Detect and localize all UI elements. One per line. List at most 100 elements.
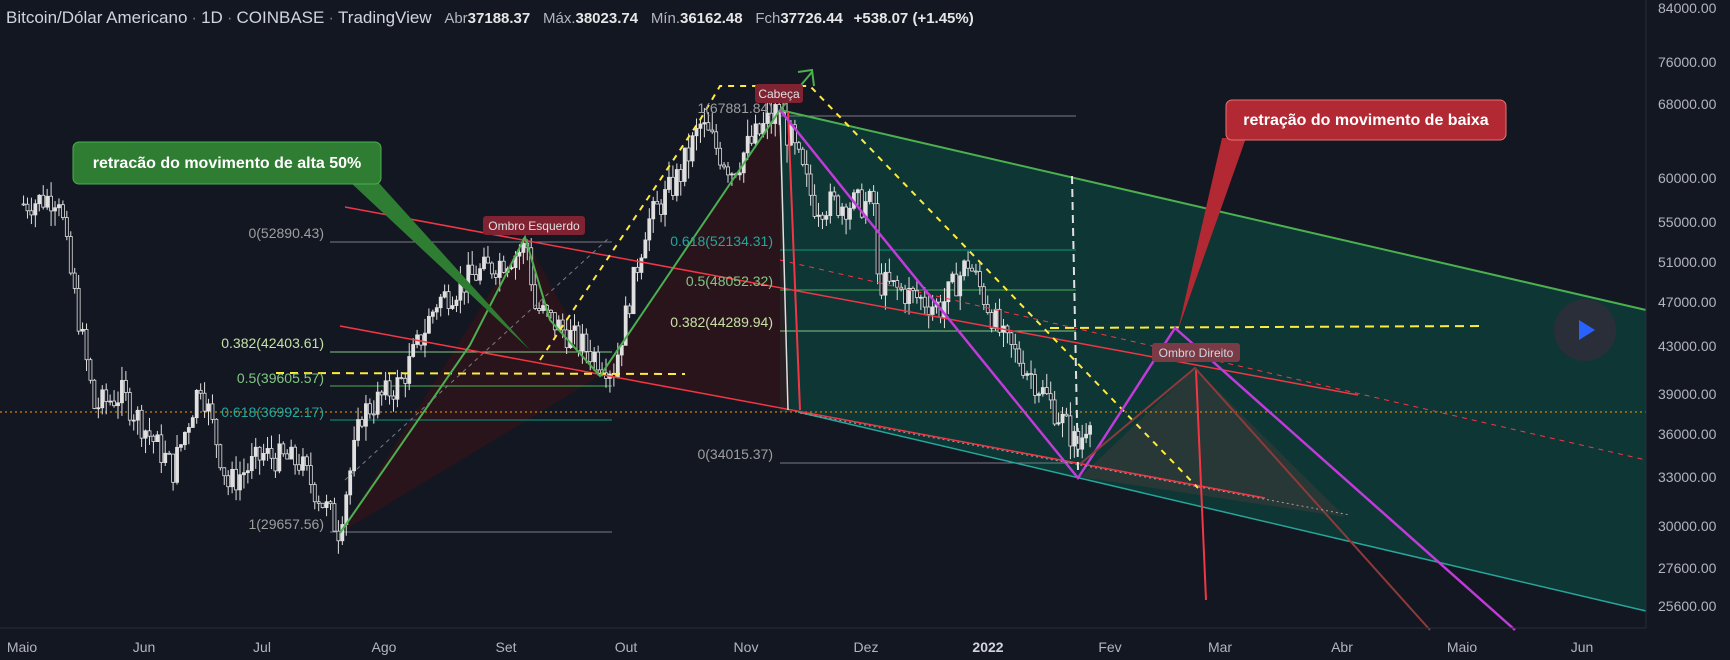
candle [726,162,730,183]
interval-label[interactable]: 1D [201,8,223,27]
candle-body [344,494,349,525]
candle-body [442,291,447,298]
candle [450,296,455,310]
green-arrowhead [797,68,815,87]
candle [844,203,848,235]
candle-body [966,260,970,269]
candle [954,262,959,297]
right-shoulder-tag: Ombro Direito [1159,346,1234,360]
candle-body [336,530,341,542]
candle-body [663,189,667,215]
candle [33,199,38,228]
candle-body [501,260,506,273]
red-trend-upper [344,206,1359,396]
candle-body [257,446,262,461]
symbol-name[interactable]: Bitcoin/Dólar Americano [6,8,188,27]
fib-left-0-label: 0(52890.43) [248,225,324,241]
candle [592,347,597,372]
candle [718,141,723,170]
candle [92,378,97,410]
candle [328,500,333,510]
candle [222,467,227,486]
time-tick-label: Mar [1208,639,1232,655]
price-tick-label: 27600.00 [1658,560,1717,576]
candle-body [584,333,589,352]
candle-body [450,305,455,309]
candle [757,122,762,137]
candle-body [580,333,585,352]
candle-body [686,147,691,162]
red-callout-box[interactable] [1225,99,1507,141]
candle [970,264,974,272]
candle [293,444,297,475]
price-axis[interactable]: 84000.00 76000.00 68000.00 60000.00 55000.00… [1645,0,1730,660]
candle-body [72,272,77,289]
candle [765,101,770,140]
candle [486,245,490,264]
candle-body [828,191,833,217]
green-callout-box[interactable] [72,141,382,185]
candle [926,295,931,329]
candle-body [808,173,813,196]
candle [875,191,880,285]
candle-body [521,243,526,253]
candle-body [371,413,376,416]
candle-body [592,351,597,363]
candle-body [812,194,817,217]
candle-body [131,419,136,422]
fibonacci-lines [0,115,1646,533]
candle-body [116,402,120,407]
fib-left-05-label: 0.5(39605.57) [237,370,324,386]
price-axis-background [1646,0,1730,660]
candle [139,404,144,447]
candle-body [120,379,124,404]
candle-body [958,275,963,297]
candle [41,185,46,210]
candle [533,272,538,311]
price-tick-label: 47000.00 [1658,294,1717,310]
candle-body [482,256,486,270]
candle-body [175,446,179,483]
candle [836,194,841,219]
time-axis[interactable]: Maio Jun Jul Ago Set Out Nov Dez 2022 Fev Mar Abr Ma… [0,627,1646,655]
candle-body [1072,431,1077,447]
candle-body [332,503,337,532]
candle-body [1056,422,1061,425]
red-trend-lower [339,325,1266,499]
time-tick-label: Jul [253,639,271,655]
candle [281,441,286,457]
candle [371,400,376,424]
candle-body [674,169,679,196]
candle-body [454,299,459,306]
fib-right-0-label: 0(34015.37) [697,446,773,462]
candle-body [297,464,301,471]
candle-body [320,502,325,508]
price-tick-label: 68000.00 [1658,96,1717,112]
candle-body [356,419,360,441]
red-callout-pointer [1178,138,1246,330]
candle-body [855,189,860,194]
candle [647,208,652,252]
candle-body [1088,425,1092,435]
candle-body [1080,437,1085,450]
candle-body [88,359,93,381]
candle-body [804,164,809,175]
candle-body [403,377,408,384]
pattern-fill-head [600,110,790,410]
candle-body [954,273,959,297]
candle [1080,424,1085,459]
candle-body [210,403,215,420]
candle [643,232,648,259]
replay-play-button[interactable] [1554,299,1616,361]
candle-body [737,172,742,176]
candle [631,266,636,315]
candle [194,389,199,424]
candle [730,172,734,186]
candle-body [265,448,270,454]
candle [234,456,238,501]
candle-body [1021,362,1026,376]
candle [655,190,660,205]
candle [1048,381,1053,410]
